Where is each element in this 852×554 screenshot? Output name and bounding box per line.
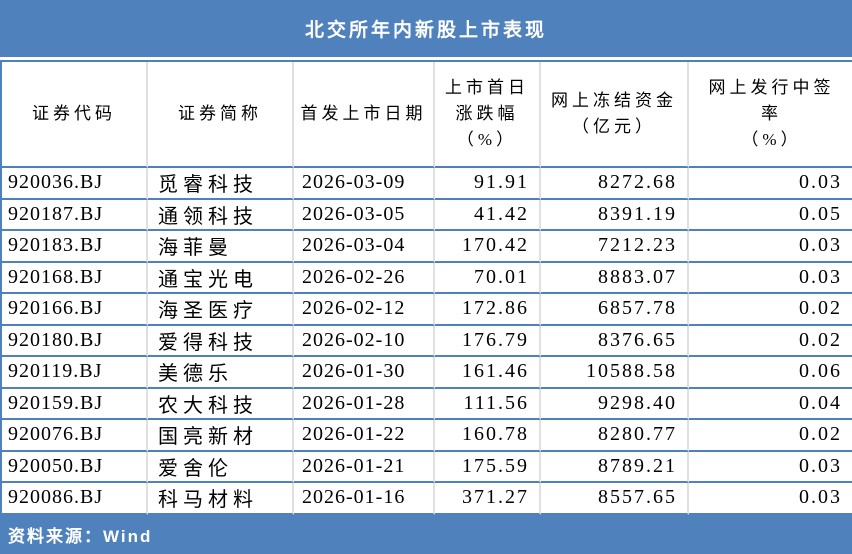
cell-ipo-date: 2026-03-09 <box>294 168 435 200</box>
cell-security-code: 920076.BJ <box>2 420 148 452</box>
cell-first-day-change: 371.27 <box>435 483 541 515</box>
cell-lottery-rate: 0.05 <box>689 200 852 231</box>
cell-first-day-change: 91.91 <box>435 168 541 200</box>
header-frozen-funds: 网上冻结资金 （亿元） <box>541 62 689 168</box>
cell-first-day-change: 175.59 <box>435 451 541 483</box>
table-row: 920187.BJ 通领科技 2026-03-05 41.42 8391.19 … <box>2 199 852 231</box>
cell-security-name: 通宝光电 <box>148 262 294 294</box>
cell-security-name: 海圣医疗 <box>148 294 294 326</box>
cell-frozen-funds: 8883.07 <box>541 262 689 294</box>
table-row: 920166.BJ 海圣医疗 2026-02-12 172.86 6857.78… <box>2 294 852 326</box>
cell-ipo-date: 2026-01-16 <box>294 483 435 515</box>
cell-security-code: 920168.BJ <box>2 262 148 294</box>
table-row: 920168.BJ 通宝光电 2026-02-26 70.01 8883.07 … <box>2 262 852 294</box>
cell-lottery-rate: 0.02 <box>689 420 852 452</box>
cell-security-code: 920050.BJ <box>2 451 148 483</box>
cell-frozen-funds: 8376.65 <box>541 325 689 357</box>
cell-lottery-rate: 0.02 <box>689 326 852 357</box>
cell-lottery-rate: 0.02 <box>689 294 852 326</box>
data-source: 资料来源：Wind <box>0 514 852 554</box>
cell-security-code: 920086.BJ <box>2 483 148 515</box>
new-stock-table: 证券代码 证券简称 首发上市日期 上市首日 涨跌幅 （%） 网上冻结资金 （亿元… <box>0 60 852 515</box>
cell-first-day-change: 111.56 <box>435 388 541 420</box>
table-row: 920183.BJ 海菲曼 2026-03-04 170.42 7212.23 … <box>2 231 852 263</box>
cell-first-day-change: 172.86 <box>435 294 541 326</box>
cell-security-name: 科马材料 <box>148 483 294 515</box>
cell-security-code: 920119.BJ <box>2 357 148 389</box>
cell-ipo-date: 2026-01-30 <box>294 357 435 389</box>
table-row: 920180.BJ 爱得科技 2026-02-10 176.79 8376.65… <box>2 325 852 357</box>
header-lottery-rate: 网上发行中签 率 （%） <box>689 62 852 168</box>
cell-ipo-date: 2026-02-12 <box>294 294 435 326</box>
table-row: 920119.BJ 美德乐 2026-01-30 161.46 10588.58… <box>2 357 852 389</box>
cell-security-code: 920166.BJ <box>2 294 148 326</box>
cell-security-name: 觅睿科技 <box>148 168 294 200</box>
cell-security-name: 通领科技 <box>148 199 294 231</box>
table-row: 920036.BJ 觅睿科技 2026-03-09 91.91 8272.68 … <box>2 168 852 200</box>
cell-frozen-funds: 6857.78 <box>541 294 689 326</box>
cell-security-name: 爱得科技 <box>148 325 294 357</box>
cell-security-code: 920036.BJ <box>2 168 148 200</box>
cell-lottery-rate: 0.03 <box>689 231 852 263</box>
cell-security-code: 920159.BJ <box>2 388 148 420</box>
cell-lottery-rate: 0.06 <box>689 357 852 389</box>
table-row: 920076.BJ 国亮新材 2026-01-22 160.78 8280.77… <box>2 420 852 452</box>
cell-security-name: 爱舍伦 <box>148 451 294 483</box>
table-title: 北交所年内新股上市表现 <box>0 0 852 57</box>
cell-first-day-change: 160.78 <box>435 420 541 452</box>
cell-lottery-rate: 0.04 <box>689 389 852 420</box>
cell-first-day-change: 161.46 <box>435 357 541 389</box>
cell-lottery-rate: 0.03 <box>689 483 852 515</box>
cell-frozen-funds: 9298.40 <box>541 388 689 420</box>
cell-ipo-date: 2026-02-26 <box>294 262 435 294</box>
cell-frozen-funds: 8557.65 <box>541 483 689 515</box>
cell-security-code: 920187.BJ <box>2 199 148 231</box>
cell-lottery-rate: 0.03 <box>689 263 852 294</box>
cell-ipo-date: 2026-02-10 <box>294 325 435 357</box>
cell-first-day-change: 41.42 <box>435 199 541 231</box>
table-header: 证券代码 证券简称 首发上市日期 上市首日 涨跌幅 （%） 网上冻结资金 （亿元… <box>2 62 852 168</box>
header-first-day-change: 上市首日 涨跌幅 （%） <box>435 62 541 168</box>
cell-lottery-rate: 0.03 <box>689 452 852 483</box>
header-security-code: 证券代码 <box>2 62 148 168</box>
table-row: 920159.BJ 农大科技 2026-01-28 111.56 9298.40… <box>2 388 852 420</box>
cell-frozen-funds: 8272.68 <box>541 168 689 200</box>
cell-security-code: 920183.BJ <box>2 231 148 263</box>
cell-first-day-change: 70.01 <box>435 262 541 294</box>
cell-security-name: 国亮新材 <box>148 420 294 452</box>
cell-frozen-funds: 8280.77 <box>541 420 689 452</box>
table-row: 920050.BJ 爱舍伦 2026-01-21 175.59 8789.21 … <box>2 451 852 483</box>
cell-security-code: 920180.BJ <box>2 325 148 357</box>
header-security-name: 证券简称 <box>148 62 294 168</box>
cell-frozen-funds: 7212.23 <box>541 231 689 263</box>
cell-ipo-date: 2026-01-21 <box>294 451 435 483</box>
cell-frozen-funds: 8391.19 <box>541 199 689 231</box>
header-ipo-date: 首发上市日期 <box>294 62 435 168</box>
cell-security-name: 海菲曼 <box>148 231 294 263</box>
cell-frozen-funds: 8789.21 <box>541 451 689 483</box>
cell-ipo-date: 2026-03-05 <box>294 199 435 231</box>
header-row: 证券代码 证券简称 首发上市日期 上市首日 涨跌幅 （%） 网上冻结资金 （亿元… <box>2 62 852 168</box>
cell-security-name: 美德乐 <box>148 357 294 389</box>
cell-first-day-change: 170.42 <box>435 231 541 263</box>
cell-ipo-date: 2026-03-04 <box>294 231 435 263</box>
table-row: 920086.BJ 科马材料 2026-01-16 371.27 8557.65… <box>2 483 852 515</box>
cell-lottery-rate: 0.03 <box>689 168 852 200</box>
cell-first-day-change: 176.79 <box>435 325 541 357</box>
cell-ipo-date: 2026-01-22 <box>294 420 435 452</box>
cell-frozen-funds: 10588.58 <box>541 357 689 389</box>
table-body: 920036.BJ 觅睿科技 2026-03-09 91.91 8272.68 … <box>2 168 852 515</box>
cell-security-name: 农大科技 <box>148 388 294 420</box>
cell-ipo-date: 2026-01-28 <box>294 388 435 420</box>
